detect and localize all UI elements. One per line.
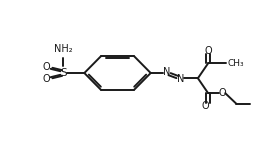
Text: O: O (42, 74, 50, 84)
Text: O: O (218, 88, 226, 98)
Text: CH₃: CH₃ (227, 59, 244, 68)
Text: N: N (177, 74, 184, 84)
Text: N: N (163, 67, 170, 77)
Text: O: O (202, 101, 209, 111)
Text: S: S (60, 68, 67, 78)
Text: NH₂: NH₂ (54, 44, 73, 54)
Text: O: O (204, 46, 212, 56)
Text: O: O (42, 62, 50, 72)
